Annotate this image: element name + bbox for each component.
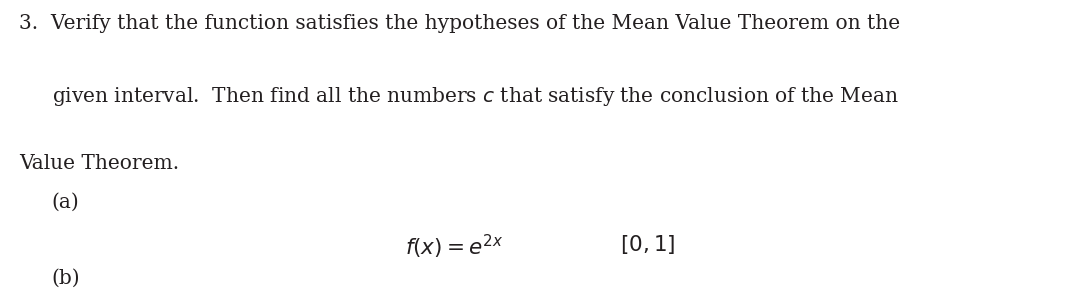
Text: 3.  Verify that the function satisfies the hypotheses of the Mean Value Theorem : 3. Verify that the function satisfies th… — [19, 14, 901, 33]
Text: $f(x) = e^{2x}$: $f(x) = e^{2x}$ — [405, 233, 503, 261]
Text: (b): (b) — [52, 269, 81, 288]
Text: $[0, 1]$: $[0, 1]$ — [620, 233, 675, 255]
Text: given interval.  Then find all the numbers $c$ that satisfy the conclusion of th: given interval. Then find all the number… — [52, 85, 899, 108]
Text: (a): (a) — [52, 193, 80, 212]
Text: Value Theorem.: Value Theorem. — [19, 154, 179, 173]
